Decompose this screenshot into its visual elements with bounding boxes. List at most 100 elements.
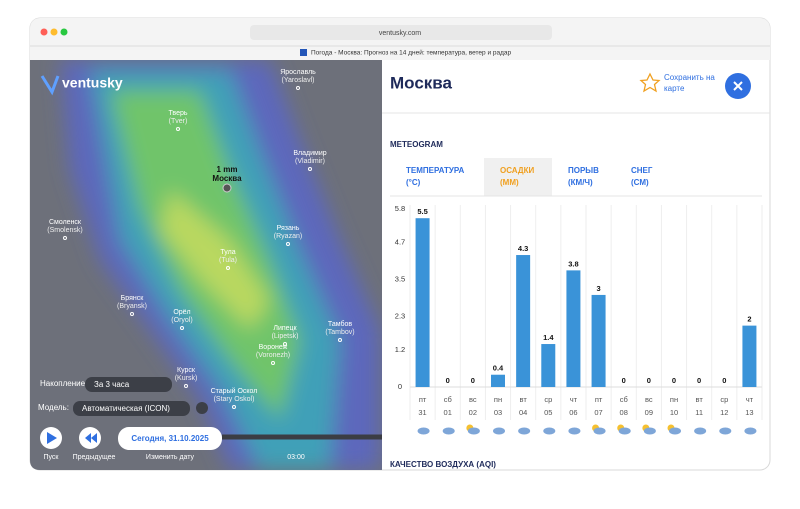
bar (566, 270, 581, 387)
city-name: Старый Оскол (211, 387, 258, 395)
day: 09 (645, 408, 653, 417)
weekday: вт (520, 395, 528, 404)
y-tick-label: 3.5 (395, 275, 405, 284)
day: 12 (720, 408, 728, 417)
prev-icon (85, 433, 97, 443)
info-button[interactable] (196, 402, 208, 414)
day: 11 (695, 408, 703, 417)
city-name: Тамбов (328, 320, 352, 328)
city-latin: (Vladimir) (295, 158, 325, 165)
city-name: Курск (177, 367, 196, 374)
city-name: Владимир (293, 150, 326, 157)
cloud-icon (669, 427, 681, 435)
save-1[interactable]: Сохранить на (664, 73, 715, 82)
url-field[interactable] (250, 25, 552, 40)
y-tick-label: 4.7 (395, 238, 405, 247)
accum-value: За 3 часа (94, 380, 130, 389)
max-dot[interactable] (60, 28, 68, 36)
city-dot (176, 127, 180, 131)
cloud-icon (694, 427, 707, 435)
city-name: Ярославль (280, 69, 316, 76)
city-name: Брянск (121, 295, 145, 302)
city-dot (271, 361, 275, 365)
weekday: вс (645, 395, 653, 404)
logo[interactable]: ventusky (62, 75, 123, 91)
weekday: пн (494, 395, 502, 404)
city-name: Липецк (273, 325, 297, 332)
city-dot (180, 326, 184, 330)
min-dot[interactable] (50, 28, 58, 36)
city-dot (283, 342, 287, 346)
cloud-icon (719, 427, 732, 435)
accum-select[interactable] (85, 377, 172, 392)
city-latin: (Lipetsk) (272, 333, 299, 340)
value-label: 5.5 (417, 207, 427, 216)
model-select[interactable] (73, 401, 190, 416)
y-tick-label: 2.3 (395, 311, 405, 320)
play-label: Пуск (43, 454, 59, 461)
city-dot (226, 266, 230, 270)
day: 03 (494, 408, 502, 417)
value-label: 4.3 (518, 244, 528, 253)
day: 01 (444, 408, 452, 417)
pin-city: Москва (212, 174, 242, 183)
accum-label: Накопление: (40, 379, 87, 388)
weekday: пт (419, 395, 427, 404)
city-latin: (Ryazan) (274, 233, 302, 240)
value-label: 0.4 (493, 364, 504, 373)
city-latin: (Yaroslavl) (282, 77, 315, 84)
date-pill[interactable] (118, 427, 222, 450)
cloud-icon (417, 427, 430, 435)
cloud-icon (618, 427, 631, 435)
day: 13 (745, 408, 753, 417)
tab-label: ТЕМПЕРАТУРА (406, 166, 464, 175)
weekday: пт (595, 395, 603, 404)
tab-unit: (°C) (406, 178, 421, 187)
city-name: Рязань (277, 225, 300, 232)
url: ventusky.com (379, 30, 421, 37)
tab-label: ОСАДКИ (500, 166, 534, 175)
footer-section: КАЧЕСТВО ВОЗДУХА (AQI) (390, 460, 496, 469)
y-tick-label: 5.8 (395, 204, 405, 213)
bar (591, 294, 606, 387)
y-tick-label: 0 (398, 382, 402, 391)
y-tick-label: 1.2 (395, 345, 405, 354)
city-dot (130, 312, 134, 316)
bar (415, 218, 430, 387)
date: Сегодня, 31.10.2025 (131, 434, 209, 443)
bar (491, 374, 505, 387)
day: 04 (519, 408, 527, 417)
day: 10 (670, 408, 678, 417)
play-icon (47, 432, 57, 444)
city-latin: (Kursk) (175, 375, 198, 382)
tab-title: Погода - Москва: Прогноз на 14 дней: тем… (311, 49, 512, 57)
weekday: ср (720, 395, 728, 404)
weekday: вт (696, 395, 704, 404)
change-date[interactable]: Изменить дату (146, 454, 195, 461)
tab-unit: (MM) (500, 178, 519, 187)
value-label: 0 (722, 376, 726, 385)
city-latin: (Tver) (169, 118, 188, 125)
day: 06 (569, 408, 577, 417)
save-2[interactable]: карте (664, 84, 685, 93)
value-label: 1.4 (543, 333, 554, 342)
cloud-icon (518, 427, 531, 435)
day: 07 (594, 408, 602, 417)
city-latin: (Stary Oskol) (214, 396, 255, 403)
value-label: 0 (446, 376, 450, 385)
value-label: 0 (697, 376, 701, 385)
value-label: 0 (471, 376, 475, 385)
active-tab-bg (484, 158, 552, 196)
weekday: вс (469, 395, 477, 404)
star[interactable] (639, 72, 661, 93)
prev-label: Предыдущее (73, 454, 116, 461)
tab-unit: (СМ) (631, 178, 649, 187)
city-dot (63, 236, 67, 240)
value-label: 3.8 (568, 259, 578, 268)
weekday: пн (670, 395, 678, 404)
value-label: 0 (622, 376, 626, 385)
close-dot[interactable] (40, 28, 48, 36)
weekday: чт (746, 395, 754, 404)
cloud-icon (493, 427, 505, 435)
city-name: Тула (220, 249, 235, 256)
